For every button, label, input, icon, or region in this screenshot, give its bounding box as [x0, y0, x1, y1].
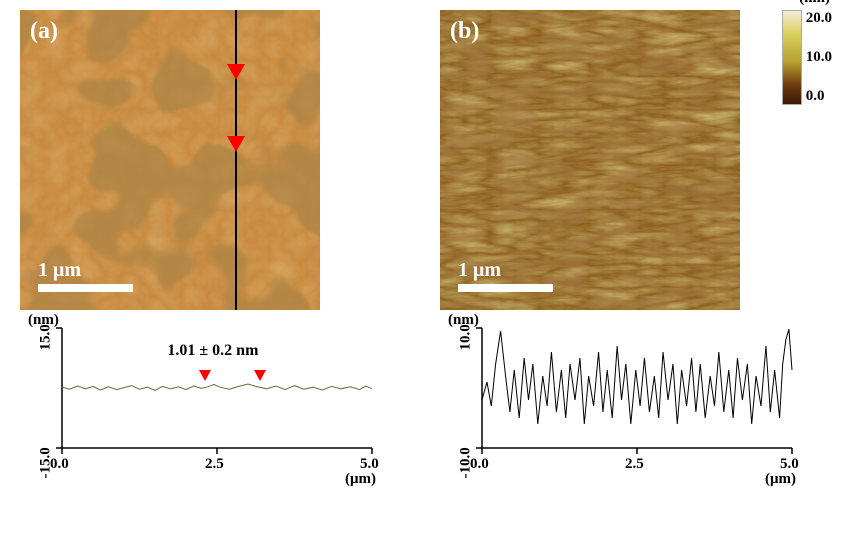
- height-annotation: 1.01 ± 0.2 nm: [167, 342, 258, 360]
- scale-bar-b-bar: [458, 284, 553, 292]
- y-tick-label: 10.0: [458, 324, 475, 350]
- x-unit: (μm): [765, 471, 796, 488]
- scale-bar-b: 1 μm: [458, 259, 553, 292]
- colorbar-unit: (nm): [799, 0, 830, 7]
- scale-bar-a-bar: [38, 284, 133, 292]
- y-tick-label: -15.0: [38, 447, 55, 478]
- colorbar-tick: 0.0: [806, 88, 832, 105]
- panel-b-label: (b): [450, 18, 479, 45]
- colorbar: (nm) 20.010.00.0: [782, 10, 832, 105]
- afm-image-b: (b) 1 μm: [440, 10, 740, 310]
- x-tick-label: 2.5: [625, 456, 644, 473]
- scale-bar-a: 1 μm: [38, 259, 133, 292]
- scale-bar-b-label: 1 μm: [458, 259, 553, 282]
- profile-plot-b: (nm)(μm)0.02.55.0-10.010.0: [440, 318, 800, 484]
- scale-bar-a-label: 1 μm: [38, 259, 133, 282]
- section-marker-0: [227, 64, 245, 80]
- x-tick-label: 2.5: [205, 456, 224, 473]
- profile-svg: [440, 318, 800, 484]
- panel-a-label: (a): [30, 18, 58, 45]
- panel-b: (b) 1 μm (nm)(μm)0.02.55.0-10.010.0: [440, 10, 800, 484]
- x-tick-label: 5.0: [360, 456, 379, 473]
- x-unit: (μm): [345, 471, 376, 488]
- annotation-marker-0: [199, 370, 211, 381]
- y-tick-label: -10.0: [458, 447, 475, 478]
- profile-plot-a: (nm)(μm)0.02.55.0-15.015.01.01 ± 0.2 nm: [20, 318, 380, 484]
- section-line-a: [235, 10, 237, 310]
- y-tick-label: 15.0: [38, 324, 55, 350]
- x-tick-label: 5.0: [780, 456, 799, 473]
- afm-image-a: (a) 1 μm: [20, 10, 320, 310]
- colorbar-strip: [782, 10, 802, 105]
- annotation-marker-1: [254, 370, 266, 381]
- colorbar-labels: 20.0 10.0 0.0: [806, 10, 832, 105]
- colorbar-tick: 10.0: [806, 49, 832, 66]
- colorbar-tick: 20.0: [806, 10, 832, 27]
- panel-a: (a) 1 μm (nm)(μm)0.02.55.0-15.015.01.01 …: [20, 10, 380, 484]
- section-marker-1: [227, 136, 245, 152]
